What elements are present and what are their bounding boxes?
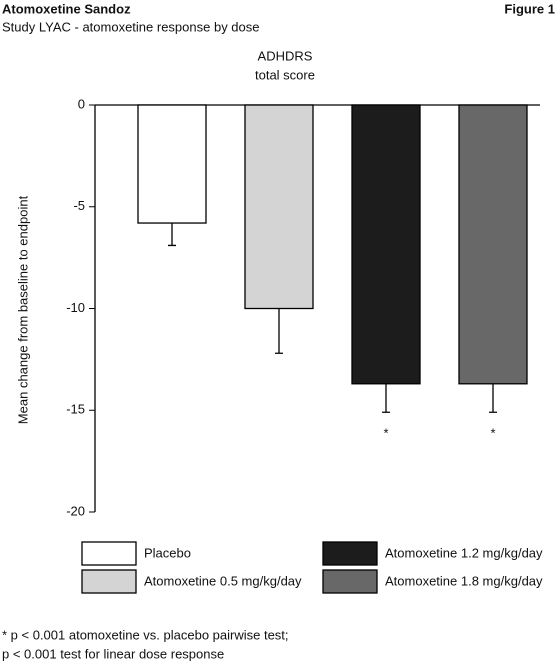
significance-mark: * xyxy=(490,426,495,441)
footnote: p < 0.001 test for linear dose response xyxy=(2,646,224,661)
error-bar xyxy=(275,308,283,354)
bar xyxy=(137,104,207,224)
y-tick-label: -10 xyxy=(66,300,85,315)
legend-label: Atomoxetine 1.8 mg/kg/day xyxy=(385,573,543,588)
y-axis-label: Mean change from baseline to endpoint xyxy=(15,195,30,424)
legend-label: Placebo xyxy=(144,545,191,560)
legend-swatch xyxy=(322,541,378,566)
legend-label: Atomoxetine 0.5 mg/kg/day xyxy=(144,573,302,588)
error-bar xyxy=(382,383,390,413)
legend-swatch xyxy=(81,541,137,566)
legend-swatch xyxy=(81,569,137,594)
bar xyxy=(244,104,314,310)
bar xyxy=(458,104,528,385)
error-bar xyxy=(168,223,176,247)
chart-title: total score xyxy=(255,67,315,82)
bar xyxy=(351,104,421,385)
figure-label: Figure 1 xyxy=(504,1,555,16)
y-tick-label: -15 xyxy=(66,402,85,417)
y-tick-label: -5 xyxy=(73,198,85,213)
significance-mark: * xyxy=(383,426,388,441)
page-title: Atomoxetine Sandoz xyxy=(2,1,131,16)
error-bar xyxy=(489,383,497,413)
legend-label: Atomoxetine 1.2 mg/kg/day xyxy=(385,545,543,560)
y-tick-label: -20 xyxy=(66,503,85,518)
chart-title: ADHDRS xyxy=(258,48,313,63)
legend-swatch xyxy=(322,569,378,594)
subtitle: Study LYAC - atomoxetine response by dos… xyxy=(2,19,260,34)
footnote: * p < 0.001 atomoxetine vs. placebo pair… xyxy=(2,627,289,642)
y-tick-label: 0 xyxy=(78,96,85,111)
